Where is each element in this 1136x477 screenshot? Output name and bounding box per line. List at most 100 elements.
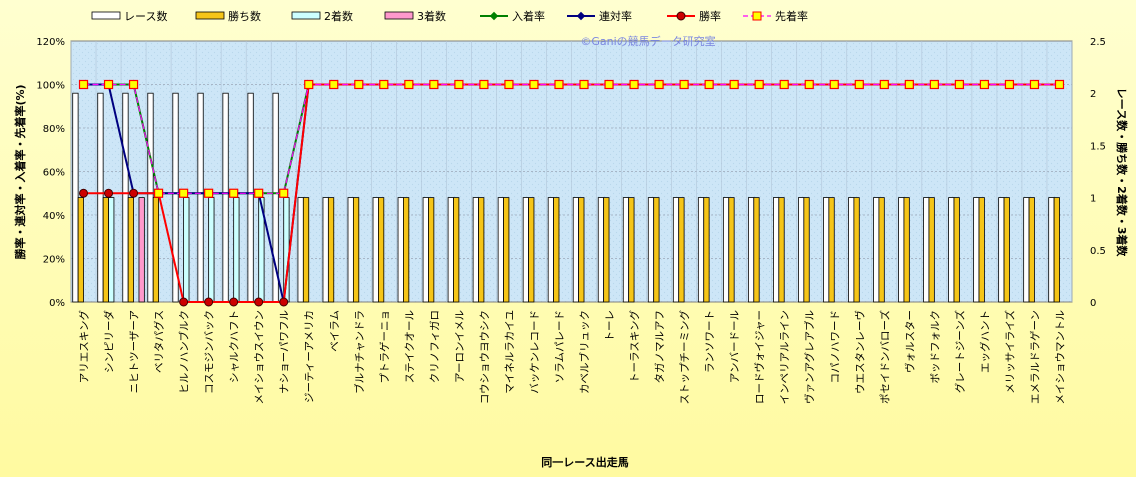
x-category-label: アンバードール — [729, 310, 741, 383]
bar-勝ち数 — [628, 197, 635, 303]
point-先着率 — [954, 79, 964, 90]
bar-レース数 — [823, 197, 830, 303]
point-先着率 — [979, 79, 990, 90]
bar-レース数 — [447, 197, 454, 303]
x-category-label: ニヒトツーザーア — [129, 310, 141, 393]
bar-勝ち数 — [978, 197, 985, 303]
x-category-label: ベイラム — [329, 310, 341, 352]
right-y-tick-label: 0 — [1090, 298, 1096, 309]
right-y-tick-label: 1 — [1090, 194, 1096, 205]
bar-レース数 — [197, 92, 204, 303]
point-勝率 — [279, 297, 289, 307]
bar-レース数 — [722, 197, 730, 303]
legend-swatch-レース数 — [91, 11, 121, 20]
point-先着率 — [254, 188, 264, 198]
bar-レース数 — [297, 197, 304, 303]
legend-label-勝率: 勝率 — [699, 9, 721, 23]
bar-レース数 — [1023, 197, 1030, 303]
point-先着率 — [329, 79, 339, 90]
x-category-label: コパノハワード — [829, 310, 841, 384]
x-category-label: ソラムパレード — [554, 310, 566, 383]
point-勝率 — [204, 297, 214, 307]
bar-レース数 — [172, 92, 179, 303]
legend-label-レース数: レース数 — [124, 10, 167, 23]
point-先着率 — [1004, 79, 1015, 90]
x-category-label: ポセイドンバローズ — [878, 310, 891, 404]
bar-レース数 — [1048, 197, 1055, 303]
point-先着率 — [679, 79, 689, 90]
point-先着率 — [229, 188, 239, 198]
point-先着率 — [454, 79, 464, 90]
point-先着率 — [704, 79, 714, 90]
legend-swatch-2着数 — [291, 11, 321, 20]
point-先着率 — [754, 79, 764, 90]
point-先着率 — [1029, 79, 1040, 90]
bar-勝ち数 — [403, 197, 410, 303]
x-category-label: インペリアルライン — [779, 310, 791, 404]
point-先着率 — [529, 79, 539, 90]
bar-レース数 — [923, 197, 930, 303]
x-category-label: ヒルノハンブルク — [178, 310, 191, 394]
x-category-label: エッグハント — [978, 310, 991, 373]
bar-勝ち数 — [352, 197, 360, 303]
x-category-label: グレートジーンズ — [953, 310, 966, 393]
right-y-tick-label: 0.5 — [1090, 246, 1106, 257]
left-y-axis-title: 勝率・連対率・入着率・先着率(%) — [13, 84, 27, 259]
legend-marker — [752, 11, 762, 21]
x-category-label: カベルブリュック — [578, 310, 591, 394]
point-先着率 — [929, 79, 939, 90]
bar-レース数 — [647, 197, 655, 303]
x-category-label: トーラスキング — [628, 310, 641, 383]
bar-レース数 — [497, 197, 504, 303]
point-先着率 — [279, 188, 289, 198]
legend-label-先着率: 先着率 — [775, 9, 808, 23]
point-先着率 — [153, 188, 164, 198]
bar-レース数 — [472, 197, 479, 303]
point-先着率 — [579, 79, 589, 90]
bar-レース数 — [948, 197, 955, 303]
bar-勝ち数 — [928, 197, 935, 303]
bar-レース数 — [397, 197, 404, 303]
x-axis-title: 同一レース出走馬 — [541, 455, 628, 469]
bar-2着数 — [183, 197, 190, 303]
bar-レース数 — [322, 197, 329, 303]
bar-勝ち数 — [478, 197, 485, 303]
bar-レース数 — [222, 92, 229, 303]
point-先着率 — [729, 79, 739, 90]
bar-勝ち数 — [803, 197, 810, 303]
point-先着率 — [829, 79, 839, 90]
bar-レース数 — [347, 197, 354, 303]
legend-label-連対率: 連対率 — [599, 9, 632, 23]
bar-レース数 — [247, 92, 254, 303]
bar-レース数 — [773, 197, 780, 303]
x-category-label: トーレ — [604, 310, 616, 342]
x-category-label: メイショウスイウン — [254, 310, 266, 405]
point-先着率 — [179, 188, 189, 198]
left-y-tick-label: 20% — [43, 255, 65, 266]
bar-レース数 — [597, 197, 605, 303]
point-先着率 — [904, 79, 914, 90]
x-category-label: メイショウマントル — [1055, 310, 1067, 405]
point-先着率 — [804, 79, 814, 90]
point-先着率 — [304, 79, 314, 90]
legend-label-勝ち数: 勝ち数 — [228, 9, 261, 23]
bar-勝ち数 — [528, 197, 535, 303]
legend-marker — [676, 11, 686, 21]
point-先着率 — [504, 79, 514, 90]
bar-レース数 — [898, 197, 905, 303]
x-category-label: アーロンイメル — [454, 310, 466, 383]
bar-レース数 — [97, 92, 104, 303]
x-category-label: ステイクオール — [404, 310, 416, 383]
bar-2着数 — [108, 197, 115, 303]
point-先着率 — [429, 79, 439, 90]
x-category-label: バッケンレコード — [529, 310, 541, 394]
point-先着率 — [354, 79, 364, 90]
bar-レース数 — [747, 197, 755, 303]
legend-label-2着数: 2着数 — [324, 9, 353, 23]
left-y-tick-label: 100% — [36, 81, 65, 92]
right-y-axis-title: レース数・勝ち数・2着数・3着数 — [1115, 88, 1129, 258]
x-category-label: マイネルラカイユ — [504, 310, 516, 394]
bar-勝ち数 — [728, 197, 735, 303]
bar-レース数 — [622, 197, 630, 303]
